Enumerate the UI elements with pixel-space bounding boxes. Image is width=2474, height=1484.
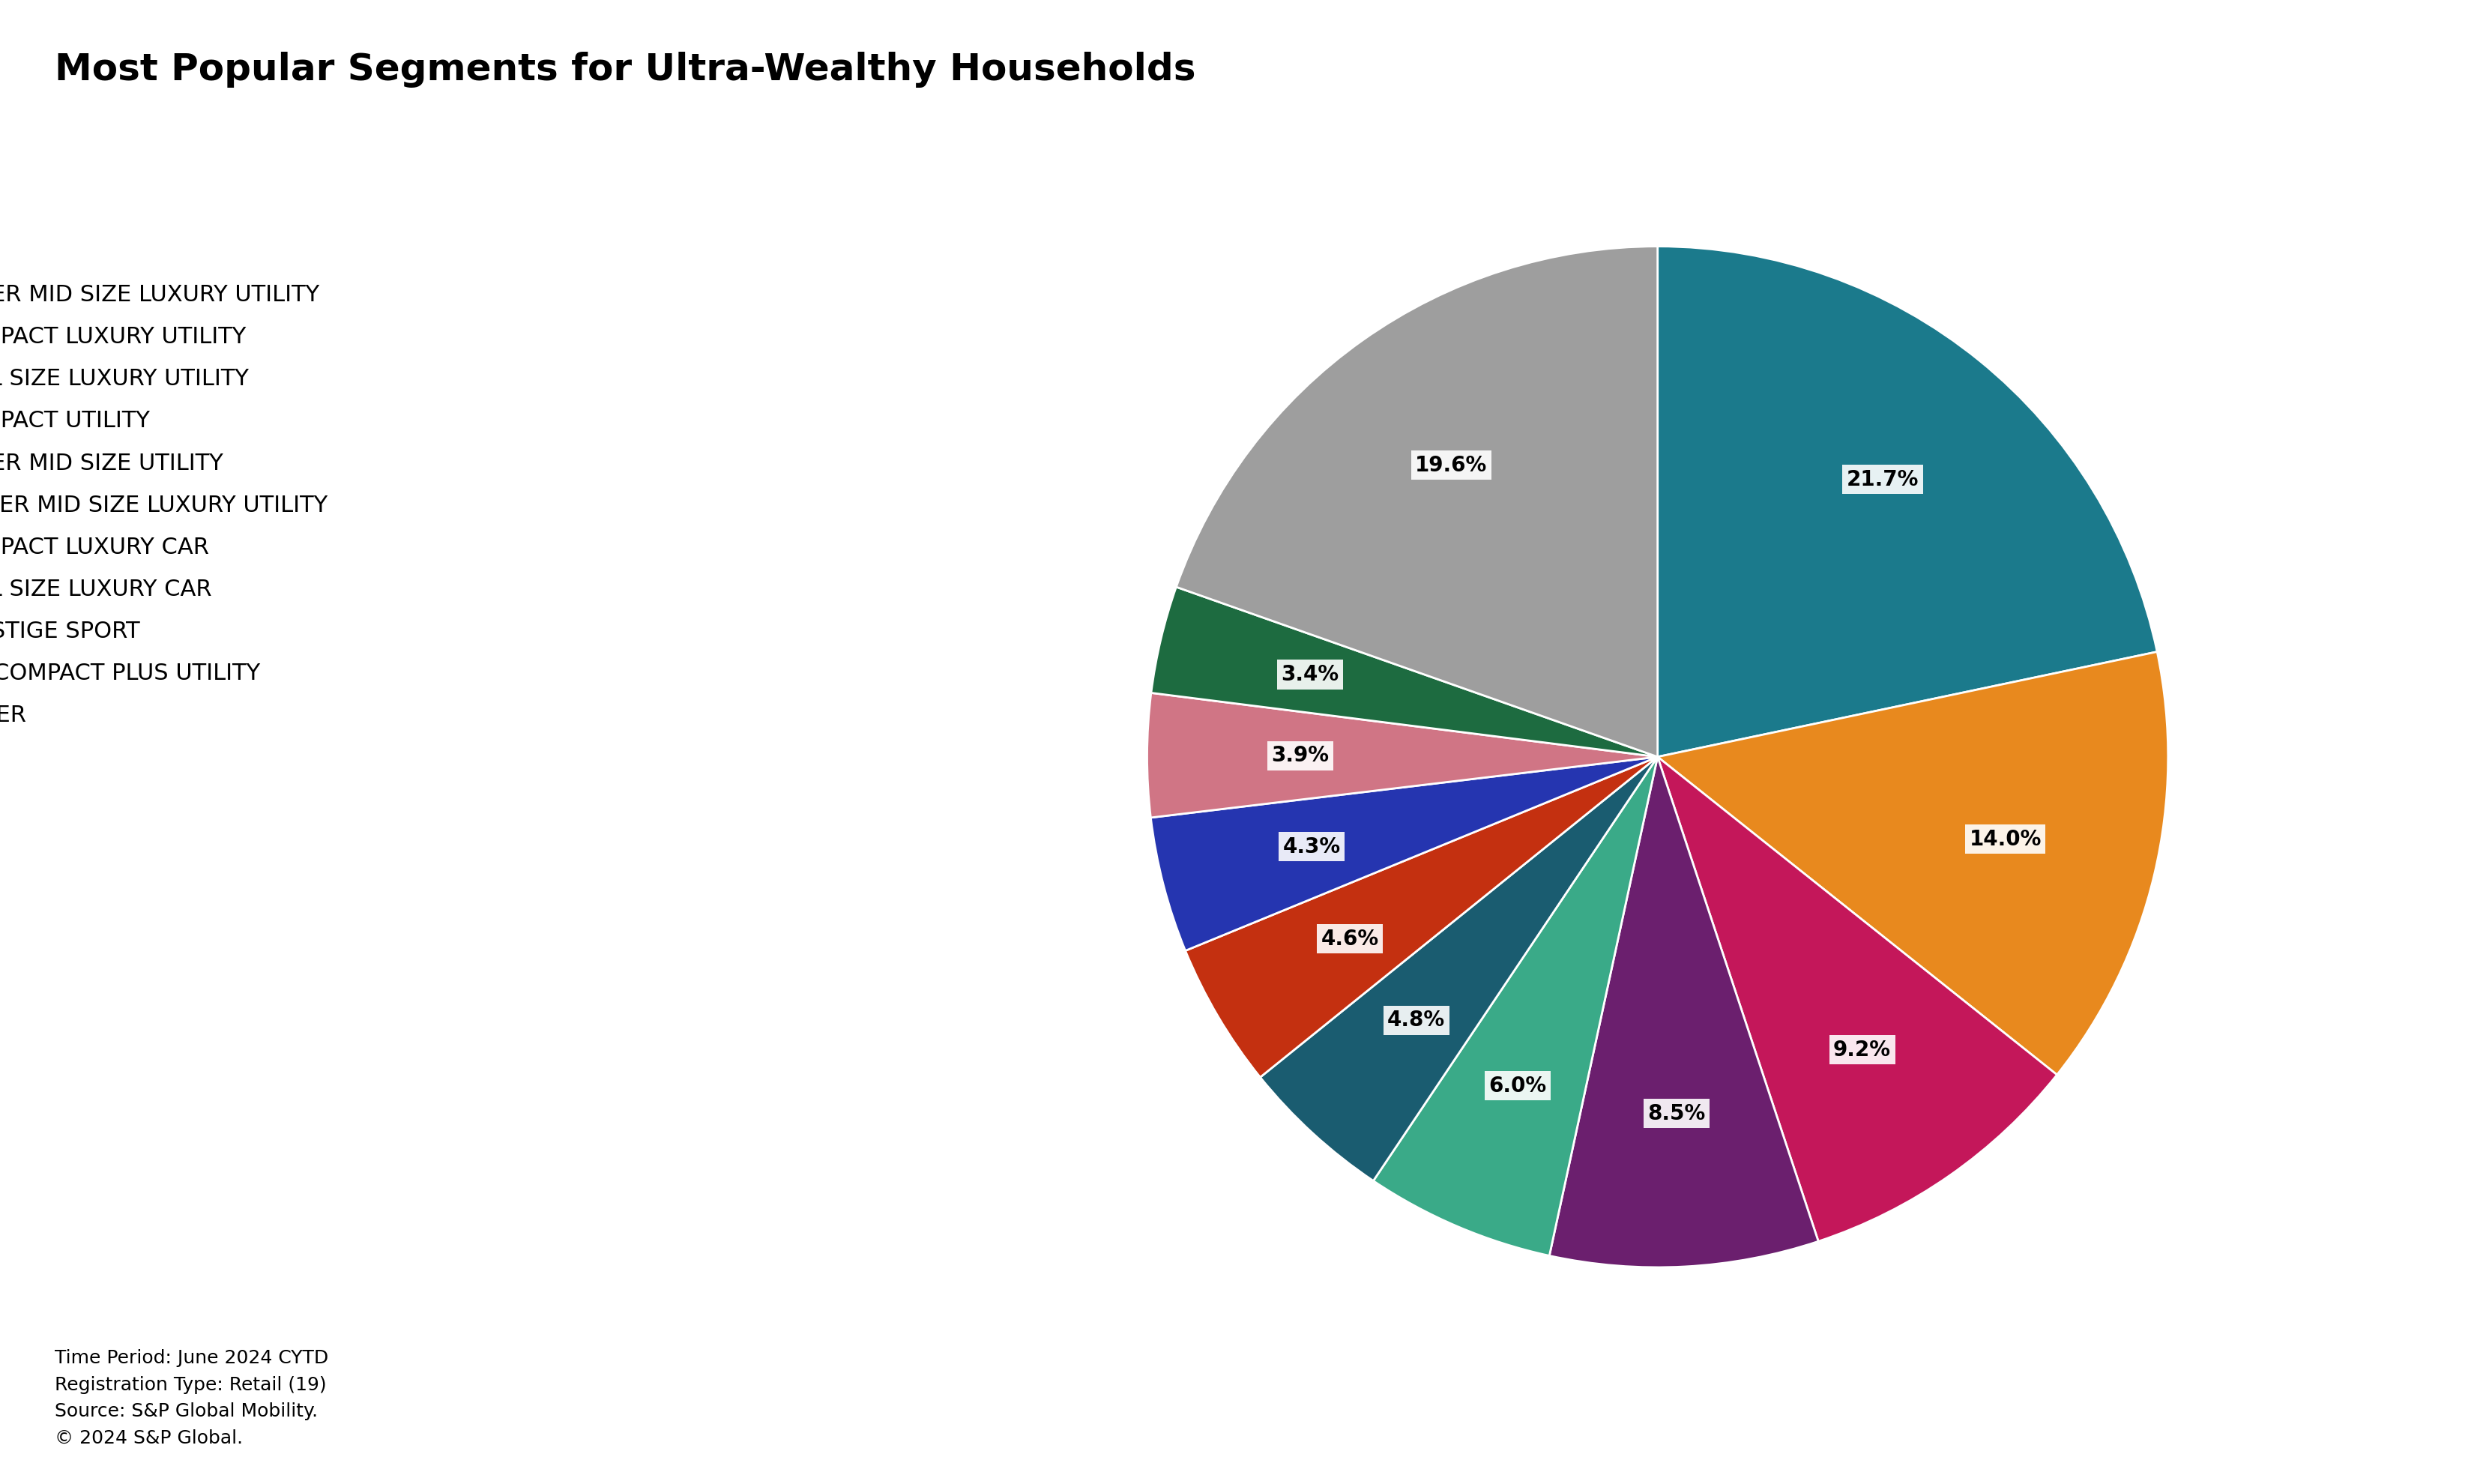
Wedge shape [1658,246,2157,757]
Text: 14.0%: 14.0% [1969,828,2041,850]
Wedge shape [1259,757,1658,1181]
Text: 3.9%: 3.9% [1272,745,1329,766]
Text: 8.5%: 8.5% [1648,1103,1705,1125]
Text: 4.8%: 4.8% [1388,1011,1445,1031]
Wedge shape [1658,757,2056,1241]
Wedge shape [1549,757,1818,1267]
Text: Time Period: June 2024 CYTD
Registration Type: Retail (19)
Source: S&P Global Mo: Time Period: June 2024 CYTD Registration… [54,1349,329,1447]
Wedge shape [1150,588,1658,757]
Wedge shape [1150,757,1658,951]
Text: Most Popular Segments for Ultra-Wealthy Households: Most Popular Segments for Ultra-Wealthy … [54,52,1195,88]
Text: 19.6%: 19.6% [1415,454,1487,475]
Text: 3.4%: 3.4% [1282,663,1338,686]
Wedge shape [1148,693,1658,818]
Wedge shape [1175,246,1658,757]
Wedge shape [1185,757,1658,1077]
Text: 4.6%: 4.6% [1321,929,1378,950]
Wedge shape [1373,757,1658,1255]
Text: 6.0%: 6.0% [1489,1076,1546,1097]
Text: 21.7%: 21.7% [1846,469,1920,490]
Text: 4.3%: 4.3% [1284,837,1341,858]
Text: 9.2%: 9.2% [1833,1039,1890,1061]
Wedge shape [1658,651,2167,1074]
Legend: UPPER MID SIZE LUXURY UTILITY, COMPACT LUXURY UTILITY, FULL SIZE LUXURY UTILITY,: UPPER MID SIZE LUXURY UTILITY, COMPACT L… [0,283,327,727]
